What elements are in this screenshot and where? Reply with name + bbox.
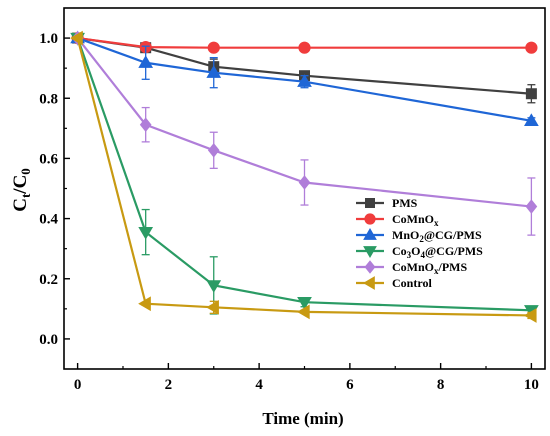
legend-marker (363, 228, 377, 240)
series-4 (70, 32, 539, 318)
data-point (206, 299, 219, 315)
legend-item-2: CoMnOx (356, 212, 439, 228)
x-tick-label: 6 (346, 377, 354, 393)
legend-item-4: Co3O4@CG/PMS (356, 244, 483, 260)
x-tick-label: 8 (437, 377, 445, 393)
legend-marker (363, 276, 375, 290)
legend-text-part: /PMS (438, 260, 468, 274)
data-point (297, 297, 312, 310)
legend-subscript: 3 (407, 250, 412, 260)
legend-label: MnO2@CG/PMS (392, 228, 482, 244)
data-point (70, 30, 83, 46)
series-layer (70, 30, 539, 323)
legend-text-part: MnO (392, 228, 419, 242)
legend-marker (365, 198, 375, 208)
data-point (525, 88, 537, 100)
legend-subscript: 4 (421, 250, 426, 260)
x-tick-label: 0 (74, 377, 82, 393)
data-point (525, 199, 538, 214)
legend-subscript: x (434, 218, 439, 228)
legend-label: CoMnOx/PMS (392, 260, 467, 276)
data-point (523, 308, 537, 323)
data-point (297, 304, 310, 320)
y-axis-label-slash: /C (10, 175, 31, 195)
data-point (206, 65, 222, 78)
series-6 (70, 30, 537, 323)
y-tick-label: 0.6 (39, 151, 58, 167)
legend-text-part: Co (392, 244, 407, 258)
data-point (298, 41, 311, 54)
data-point (207, 41, 220, 54)
x-axis-label: Time (min) (262, 409, 343, 428)
data-point (138, 55, 154, 68)
series-5 (71, 30, 538, 236)
legend-label: CoMnOx (392, 212, 439, 228)
y-axis-label: Ct/C0 (10, 168, 33, 212)
legend-item-1: PMS (356, 196, 418, 210)
y-axis-label-0-subscript: 0 (18, 168, 33, 175)
data-point (298, 175, 311, 190)
legend-text-part: CoMnO (392, 260, 434, 274)
legend-marker (363, 246, 377, 258)
legend-item-3: MnO2@CG/PMS (356, 228, 482, 244)
data-point (525, 41, 538, 54)
axis-ticks: 0 2 4 6 8 10 0.0 0.2 0.4 0.6 0.8 1.0 (39, 31, 539, 393)
y-tick-label: 1.0 (39, 31, 58, 47)
x-tick-label: 2 (165, 377, 173, 393)
legend-text-part: CoMnO (392, 212, 434, 226)
series-2 (71, 31, 538, 54)
x-tick-label: 10 (524, 377, 539, 393)
data-point (139, 117, 152, 133)
y-tick-label: 0.4 (39, 212, 58, 228)
legend-text-part: @CG/PMS (424, 228, 482, 242)
data-point (297, 74, 312, 87)
data-point (138, 296, 151, 312)
data-point (524, 113, 539, 126)
legend-subscript: 2 (419, 234, 424, 244)
data-point (206, 280, 222, 293)
legend-marker (364, 213, 376, 225)
y-tick-label: 0.0 (39, 332, 58, 348)
y-tick-label: 0.8 (39, 91, 58, 107)
y-tick-label: 0.2 (39, 272, 58, 288)
series-3 (70, 30, 539, 126)
legend-label: Co3O4@CG/PMS (392, 244, 483, 260)
legend-label: PMS (392, 196, 418, 210)
legend-label: Control (392, 276, 432, 290)
data-point (207, 142, 220, 158)
legend-item-5: CoMnOx/PMS (356, 260, 467, 276)
legend-item-6: Control (356, 276, 432, 290)
legend-text-part: @CG/PMS (425, 244, 483, 258)
legend-text-part: O (411, 244, 420, 258)
legend-subscript: x (434, 266, 439, 276)
legend-marker (364, 260, 376, 274)
y-axis-label-c: C (10, 198, 31, 212)
legend: PMSCoMnOxMnO2@CG/PMSCo3O4@CG/PMSCoMnOx/P… (356, 196, 483, 290)
x-tick-label: 4 (255, 377, 263, 393)
y-axis-label-t-subscript: t (18, 193, 33, 198)
data-point (138, 226, 154, 240)
